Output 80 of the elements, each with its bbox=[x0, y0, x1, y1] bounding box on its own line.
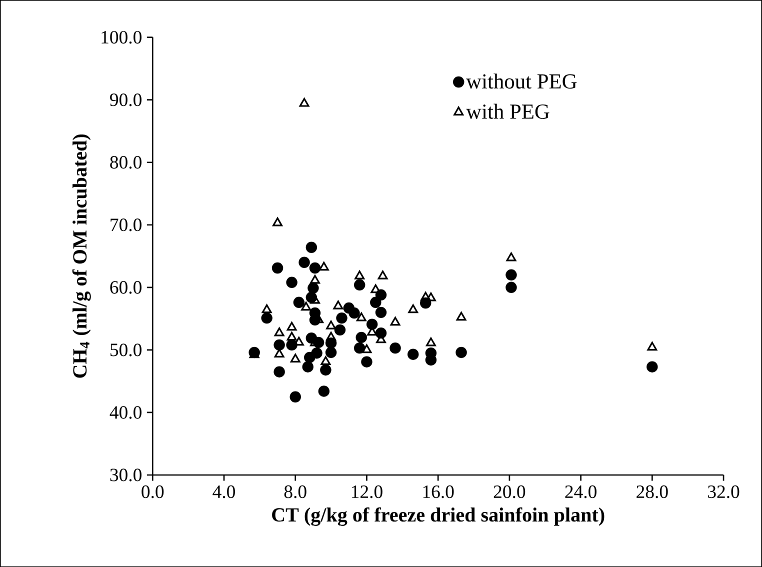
point bbox=[326, 320, 336, 330]
y-tick-label: 100.0 bbox=[102, 30, 142, 44]
point bbox=[318, 262, 329, 271]
point bbox=[272, 262, 284, 274]
point bbox=[356, 332, 367, 343]
y-tick-label: 50.0 bbox=[110, 344, 142, 356]
point bbox=[356, 312, 366, 322]
y-tick-label: 60.0 bbox=[110, 280, 142, 294]
point bbox=[426, 337, 436, 346]
point bbox=[354, 279, 366, 290]
x-tick-label: 24.0 bbox=[565, 485, 596, 498]
point bbox=[390, 316, 400, 326]
y-tick-label: 40.0 bbox=[110, 406, 142, 419]
x-axis-title: CT (g/kg of freeze dried sainfoin plant) bbox=[272, 507, 604, 526]
point bbox=[336, 312, 348, 324]
point bbox=[647, 342, 658, 351]
point bbox=[286, 276, 298, 288]
point bbox=[298, 256, 310, 268]
point bbox=[456, 312, 466, 321]
point bbox=[506, 282, 517, 293]
point bbox=[362, 344, 372, 354]
point bbox=[309, 262, 321, 274]
point bbox=[426, 292, 436, 302]
x-tick-label: 0.0 bbox=[142, 485, 164, 498]
legend-label: without PEG bbox=[466, 74, 577, 89]
x-tick-label: 32.0 bbox=[708, 485, 740, 498]
point bbox=[366, 318, 378, 330]
point bbox=[301, 302, 312, 311]
point bbox=[334, 324, 346, 336]
x-tick-label: 20.0 bbox=[494, 485, 526, 498]
y-axis-title: CH$_{4}$ (ml/g of OM incubated) bbox=[72, 134, 91, 378]
point bbox=[506, 269, 517, 280]
y-tick-label: 80.0 bbox=[110, 156, 142, 169]
x-tick-label: 16.0 bbox=[423, 485, 454, 498]
point bbox=[274, 348, 284, 358]
point bbox=[274, 339, 285, 350]
point bbox=[370, 296, 382, 308]
point bbox=[354, 342, 366, 354]
point bbox=[370, 284, 381, 294]
point bbox=[375, 306, 387, 318]
point bbox=[299, 98, 310, 107]
point bbox=[506, 252, 516, 262]
point bbox=[274, 366, 285, 378]
point bbox=[262, 304, 272, 314]
point bbox=[310, 274, 320, 284]
point bbox=[272, 217, 282, 226]
point bbox=[390, 342, 401, 354]
point bbox=[408, 304, 418, 314]
point bbox=[293, 296, 305, 308]
point bbox=[348, 307, 360, 319]
x-tick-label: 8.0 bbox=[284, 485, 306, 498]
point bbox=[318, 386, 330, 397]
legend-label: with PEG bbox=[466, 104, 550, 119]
point bbox=[274, 327, 284, 336]
point bbox=[407, 348, 419, 360]
x-tick-label: 12.0 bbox=[352, 485, 382, 498]
point bbox=[290, 354, 300, 362]
point bbox=[326, 332, 336, 341]
point bbox=[354, 270, 365, 280]
point bbox=[361, 356, 372, 368]
y-tick-label: 90.0 bbox=[110, 93, 142, 106]
point bbox=[290, 391, 301, 402]
point bbox=[306, 242, 318, 253]
point bbox=[456, 346, 467, 358]
x-tick-label: 28.0 bbox=[636, 485, 668, 498]
point bbox=[420, 292, 431, 301]
point bbox=[311, 347, 322, 359]
point bbox=[302, 361, 314, 372]
point bbox=[325, 346, 337, 358]
point bbox=[333, 300, 344, 310]
point bbox=[646, 361, 658, 372]
point bbox=[320, 356, 331, 365]
y-tick-label: 30.0 bbox=[110, 468, 142, 482]
point bbox=[286, 322, 297, 331]
point bbox=[378, 270, 388, 280]
y-tick-label: 70.0 bbox=[110, 218, 142, 232]
point bbox=[261, 312, 272, 324]
point bbox=[320, 364, 332, 376]
point bbox=[286, 332, 297, 341]
x-tick-label: 4.0 bbox=[212, 485, 235, 498]
